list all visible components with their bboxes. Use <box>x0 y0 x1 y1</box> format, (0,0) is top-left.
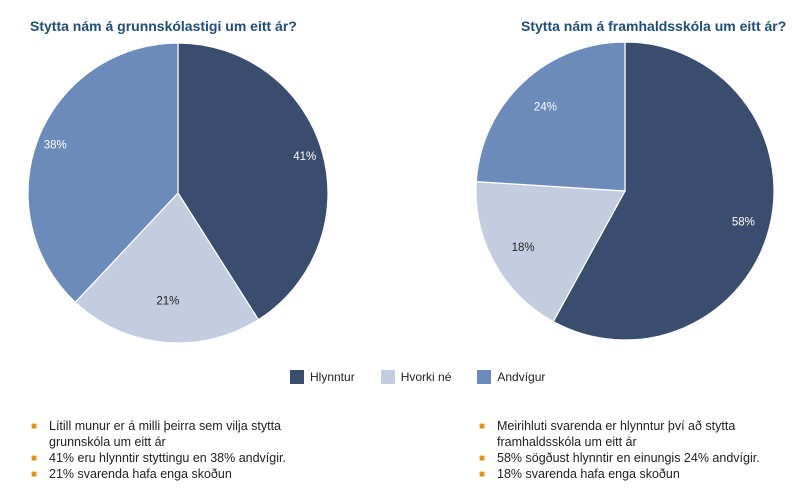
slice-data-label: 41% <box>293 151 316 163</box>
legend-item-andvigur: Andvígur <box>477 370 545 384</box>
pie-slice-andv-gur <box>27 42 179 304</box>
slice-data-label: 38% <box>44 139 67 151</box>
note-text: Meirihluti svarenda er hlynntur því að s… <box>497 419 736 449</box>
note-text: Lítill munur er á milli þeirra sem vilja… <box>49 419 282 449</box>
notes-left: ■ Lítill munur er á milli þeirra sem vilj… <box>30 418 330 482</box>
note-item: ■ Meirihluti svarenda er hlynntur því að … <box>478 418 798 450</box>
note-item: ■ Lítill munur er á milli þeirra sem vilj… <box>30 418 330 450</box>
slice-data-label: 24% <box>534 101 557 113</box>
slice-data-label: 21% <box>156 296 179 308</box>
legend-label: Andvígur <box>497 370 546 384</box>
chart-title-left: Stytta nám á grunnskólastigi um eitt ár? <box>30 18 297 34</box>
legend-swatch <box>477 370 492 384</box>
note-item: ■ 58% sögðust hlynntir en einungis 24% an… <box>478 450 798 466</box>
bullet-icon: ■ <box>479 421 486 432</box>
note-item: ■ 18% svarenda hafa enga skoðun <box>478 466 798 482</box>
chart-title-right: Stytta nám á framhaldsskóla um eitt ár? <box>521 18 787 34</box>
notes-right: ■ Meirihluti svarenda er hlynntur því að … <box>478 418 798 482</box>
bullet-icon: ■ <box>31 469 38 480</box>
note-text: 18% svarenda hafa enga skoðun <box>497 467 680 481</box>
pie-slice-hvorki-n- <box>74 192 260 344</box>
pie-slice-hlynntur <box>552 41 775 341</box>
pie-slice-hvorki-n- <box>475 181 626 323</box>
pie-slice-andv-gur <box>475 41 626 192</box>
bullet-icon: ■ <box>31 453 38 464</box>
bullet-icon: ■ <box>31 421 38 432</box>
pie-slice-hlynntur <box>177 42 329 321</box>
legend-label: Hvorki né <box>400 370 452 384</box>
legend-swatch <box>290 370 304 384</box>
note-text: 41% eru hlynntir styttingu en 38% andvíg… <box>49 451 286 465</box>
bullet-icon: ■ <box>479 469 486 480</box>
slice-data-label: 18% <box>512 242 535 254</box>
legend: Hlynntur Hvorki né Andvígur <box>290 370 571 384</box>
note-text: 58% sögðust hlynntir en einungis 24% and… <box>497 451 760 465</box>
legend-swatch <box>380 370 395 384</box>
note-text: 21% svarenda hafa enga skoðun <box>49 467 232 481</box>
legend-item-hvorki: Hvorki né <box>380 370 452 384</box>
note-item: ■ 21% svarenda hafa enga skoðun <box>30 466 330 482</box>
slice-data-label: 58% <box>732 216 755 228</box>
legend-label: Hlynntur <box>310 370 355 384</box>
note-item: ■ 41% eru hlynntir styttingu en 38% andví… <box>30 450 330 466</box>
bullet-icon: ■ <box>479 453 486 464</box>
legend-item-hlynntur: Hlynntur <box>290 370 355 384</box>
